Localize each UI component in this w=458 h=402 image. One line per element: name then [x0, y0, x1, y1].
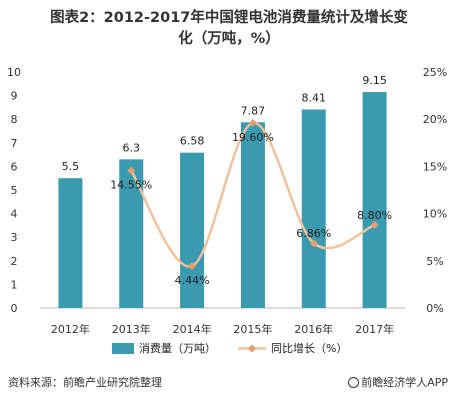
bar: [301, 109, 326, 308]
bar: [180, 152, 205, 308]
x-axis-tick: 2012年: [51, 322, 90, 336]
bar-value-label: 5.5: [62, 160, 80, 173]
x-axis-tick: 2014年: [173, 322, 212, 336]
left-axis-tick: 1: [11, 278, 18, 291]
x-axis-tick: 2013年: [112, 322, 151, 336]
bar: [240, 122, 265, 308]
bar: [362, 92, 387, 308]
x-axis-tick: 2016年: [294, 322, 333, 336]
left-axis-tick: 8: [11, 113, 18, 126]
growth-value-label: 19.60%: [232, 131, 274, 144]
chart-title-line1: 图表2：2012-2017年中国锂电池消费量统计及增长变: [50, 10, 408, 26]
left-axis-tick: 9: [11, 90, 18, 103]
bar-value-label: 7.87: [241, 104, 266, 117]
legend-bar-label: 消费量（万吨）: [139, 341, 216, 355]
left-axis-tick: 6: [11, 160, 18, 173]
left-axis-tick: 3: [11, 231, 18, 244]
left-axis-tick: 10: [7, 66, 21, 79]
right-axis-tick: 10%: [423, 208, 447, 221]
right-axis-tick: 0%: [426, 302, 443, 315]
bar: [58, 178, 83, 308]
brand-text: 前瞻经济学人APP: [361, 376, 448, 389]
left-axis-tick: 2: [11, 255, 18, 268]
bar-value-label: 6.58: [180, 135, 205, 148]
bar-value-label: 9.15: [362, 74, 387, 87]
brand-credit: 前瞻经济学人APP: [348, 374, 448, 390]
left-axis-tick: 7: [11, 137, 18, 150]
left-axis-tick: 0: [11, 302, 18, 315]
legend-line-label: 同比增长（%）: [271, 341, 347, 355]
x-axis-tick: 2017年: [355, 322, 394, 336]
right-axis-tick: 20%: [423, 113, 447, 126]
growth-value-label: 14.55%: [110, 179, 152, 192]
chart-title-line2: 化（万吨，%）: [178, 31, 280, 47]
legend-line-marker: [248, 344, 256, 353]
growth-value-label: 8.80%: [357, 209, 392, 222]
growth-point: [127, 166, 136, 175]
growth-point: [248, 118, 257, 127]
growth-point: [309, 239, 318, 248]
chart-title: 图表2：2012-2017年中国锂电池消费量统计及增长变 化（万吨，%）: [0, 8, 458, 50]
bar-value-label: 8.41: [302, 92, 327, 105]
left-axis-tick: 5: [11, 184, 18, 197]
brand-logo-icon: [348, 377, 360, 388]
left-axis-tick: 4: [11, 208, 18, 221]
right-axis-tick: 25%: [423, 66, 447, 79]
legend-bar-swatch: [112, 343, 134, 354]
growth-point: [370, 220, 379, 229]
source-note: 资料来源：前瞻产业研究院整理: [8, 376, 162, 389]
bar-value-label: 6.3: [123, 141, 141, 154]
growth-value-label: 6.86%: [296, 227, 331, 240]
x-axis-tick: 2015年: [233, 322, 272, 336]
right-axis-tick: 15%: [423, 160, 447, 173]
growth-value-label: 4.44%: [175, 274, 210, 287]
right-axis-tick: 5%: [426, 255, 443, 268]
growth-point: [188, 262, 197, 271]
